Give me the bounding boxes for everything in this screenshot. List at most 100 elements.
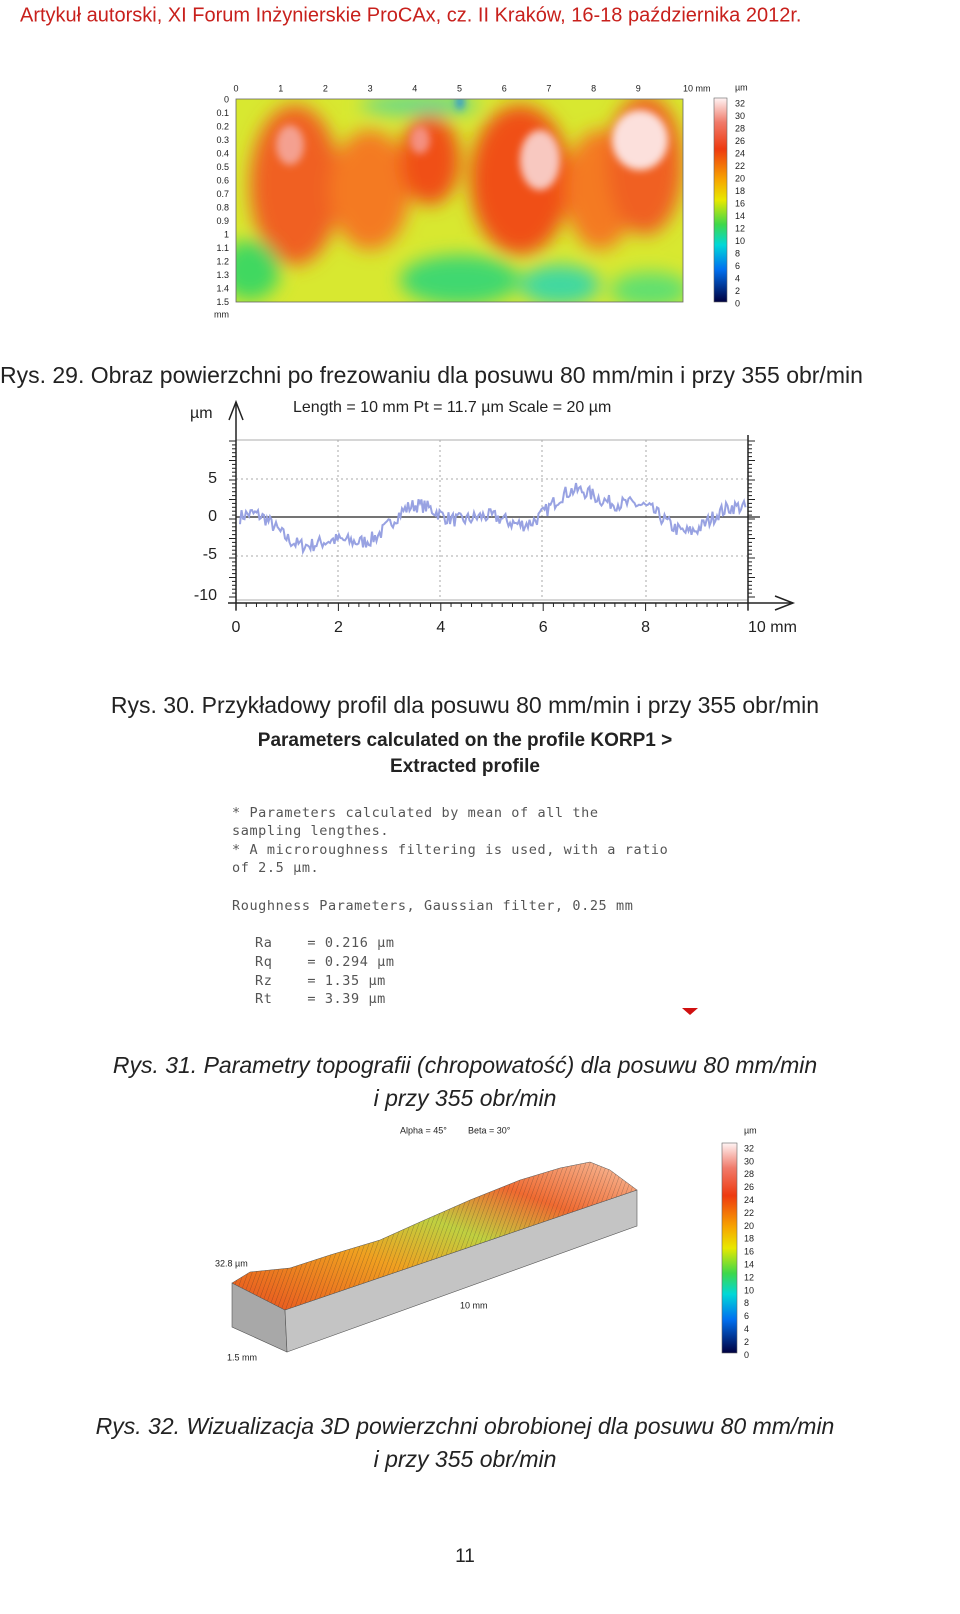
x-tick-label: 10 mm bbox=[683, 83, 711, 93]
colorbar-label: 28 bbox=[735, 123, 745, 133]
colorbar-label: 16 bbox=[744, 1247, 754, 1257]
colorbar-label: 12 bbox=[744, 1272, 754, 1282]
y-tick-label: 0.6 bbox=[216, 175, 229, 185]
colorbar-label: 6 bbox=[744, 1311, 749, 1321]
x-tick-label: 0 bbox=[232, 619, 241, 636]
x-tick-label: 4 bbox=[412, 83, 417, 93]
view-angle: Beta = 30° bbox=[468, 1125, 511, 1135]
caption: i przy 355 obr/min bbox=[374, 1446, 557, 1472]
colorbar-label: 30 bbox=[744, 1156, 754, 1166]
y-tick-label: 0 bbox=[224, 94, 229, 104]
panel-title: Parameters calculated on the profile KOR… bbox=[258, 730, 672, 751]
y-tick-label: -10 bbox=[194, 587, 217, 604]
colorbar-unit: µm bbox=[744, 1125, 757, 1135]
caption: Rys. 32. Wizualizacja 3D powierzchni obr… bbox=[96, 1413, 835, 1439]
marker bbox=[682, 1008, 698, 1015]
colorbar-label: 24 bbox=[744, 1195, 754, 1205]
x-tick-label: 3 bbox=[368, 83, 373, 93]
length-label: 10 mm bbox=[460, 1300, 488, 1310]
colorbar-label: 6 bbox=[735, 261, 740, 271]
colorbar-label: 16 bbox=[735, 198, 745, 208]
profile-chart: µm Length = 10 mm Pt = 11.7 µm Scale = 2… bbox=[190, 399, 797, 636]
parameter: Rz = 1.35 µm bbox=[255, 973, 386, 989]
colorbar-label: 4 bbox=[735, 273, 740, 283]
width-label: 1.5 mm bbox=[227, 1352, 257, 1362]
y-tick-label: 1.5 bbox=[216, 297, 229, 307]
colorbar-label: 14 bbox=[744, 1259, 754, 1269]
note-line: * Parameters calculated by mean of all t… bbox=[232, 805, 599, 821]
colorbar-label: 2 bbox=[735, 286, 740, 296]
colorbar-label: 28 bbox=[744, 1169, 754, 1179]
y-tick-label: 1.3 bbox=[216, 270, 229, 280]
y-tick-label: 0.9 bbox=[216, 216, 229, 226]
colorbar-label: 10 bbox=[744, 1285, 754, 1295]
x-tick-label: 8 bbox=[641, 619, 650, 636]
y-tick-label: 1 bbox=[224, 229, 229, 239]
y-tick-label: 0.8 bbox=[216, 202, 229, 212]
caption: Rys. 29. Obraz powierzchni po frezowaniu… bbox=[0, 362, 863, 388]
panel-title: Extracted profile bbox=[390, 756, 540, 777]
parameter: Ra = 0.216 µm bbox=[255, 935, 395, 951]
x-tick-label: 2 bbox=[323, 83, 328, 93]
x-tick-label: 0 bbox=[233, 83, 238, 93]
colorbar-label: 20 bbox=[735, 173, 745, 183]
x-tick-label: 4 bbox=[436, 619, 445, 636]
x-tick-label: 9 bbox=[636, 83, 641, 93]
y-tick-label: -5 bbox=[203, 546, 217, 563]
view-angle: Alpha = 45° bbox=[400, 1125, 447, 1135]
y-unit: mm bbox=[214, 309, 229, 319]
colorbar-label: 0 bbox=[744, 1350, 749, 1360]
parameters-panel: Parameters calculated on the profile KOR… bbox=[232, 730, 698, 1015]
colorbar-label: 22 bbox=[735, 161, 745, 171]
y-tick-label: 0.7 bbox=[216, 189, 229, 199]
profile-title: Length = 10 mm Pt = 11.7 µm Scale = 20 µ… bbox=[293, 399, 611, 416]
colorbar-label: 10 bbox=[735, 236, 745, 246]
colorbar-label: 24 bbox=[735, 148, 745, 158]
page-number: 11 bbox=[455, 1546, 475, 1567]
y-tick-label: 0.2 bbox=[216, 121, 229, 131]
colorbar-label: 30 bbox=[735, 111, 745, 121]
y-tick-label: 0 bbox=[208, 508, 217, 525]
colorbar-label: 32 bbox=[744, 1143, 754, 1153]
y-tick-label: 0.5 bbox=[216, 162, 229, 172]
colorbar-label: 4 bbox=[744, 1324, 749, 1334]
y-tick-label: 0.4 bbox=[216, 148, 229, 158]
colorbar-label: 8 bbox=[735, 248, 740, 258]
note-line: * A microroughness filtering is used, wi… bbox=[232, 842, 668, 858]
y-tick-label: 1.4 bbox=[216, 283, 229, 293]
colorbar-label: 2 bbox=[744, 1337, 749, 1347]
x-tick-label: 1 bbox=[278, 83, 283, 93]
x-tick-label: 6 bbox=[502, 83, 507, 93]
colorbar-label: 26 bbox=[735, 136, 745, 146]
y-tick-label: 1.1 bbox=[216, 243, 229, 253]
y-tick-label: 5 bbox=[208, 470, 217, 487]
x-tick-label: 7 bbox=[546, 83, 551, 93]
colorbar-label: 0 bbox=[735, 298, 740, 308]
heading: Roughness Parameters, Gaussian filter, 0… bbox=[232, 898, 633, 914]
colorbar-label: 14 bbox=[735, 211, 745, 221]
x-tick-label: 8 bbox=[591, 83, 596, 93]
parameter: Rq = 0.294 µm bbox=[255, 954, 395, 970]
y-tick-label: 0.1 bbox=[216, 108, 229, 118]
colorbar-label: 32 bbox=[735, 98, 745, 108]
x-tick-label: 6 bbox=[539, 619, 548, 636]
surface-map: mm µm 0 1 2 3 4 5 6 7 8 9 10 mm00.10.20.30.40.50.6… bbox=[214, 82, 748, 319]
note-line: of 2.5 µm. bbox=[232, 860, 319, 876]
colorbar-label: 8 bbox=[744, 1298, 749, 1308]
caption: Rys. 31. Parametry topografii (chropowat… bbox=[113, 1052, 817, 1078]
header: Artykuł autorski, XI Forum Inżynierskie … bbox=[20, 4, 801, 26]
colorbar-label: 26 bbox=[744, 1182, 754, 1192]
parameter: Rt = 3.39 µm bbox=[255, 991, 386, 1007]
surface-3d: Alpha = 45° Beta = 30° µm 32.8 µm 10 mm … bbox=[215, 1125, 757, 1362]
caption: Rys. 30. Przykładowy profil dla posuwu 8… bbox=[111, 692, 819, 718]
y-tick-label: 1.2 bbox=[216, 256, 229, 266]
colorbar-label: 18 bbox=[744, 1234, 754, 1244]
colorbar-label: 12 bbox=[735, 223, 745, 233]
x-tick-label: 2 bbox=[334, 619, 343, 636]
colorbar-label: 18 bbox=[735, 186, 745, 196]
caption: i przy 355 obr/min bbox=[374, 1085, 557, 1111]
y-tick-label: 0.3 bbox=[216, 135, 229, 145]
colorbar-unit: µm bbox=[735, 82, 748, 92]
colorbar-label: 20 bbox=[744, 1221, 754, 1231]
